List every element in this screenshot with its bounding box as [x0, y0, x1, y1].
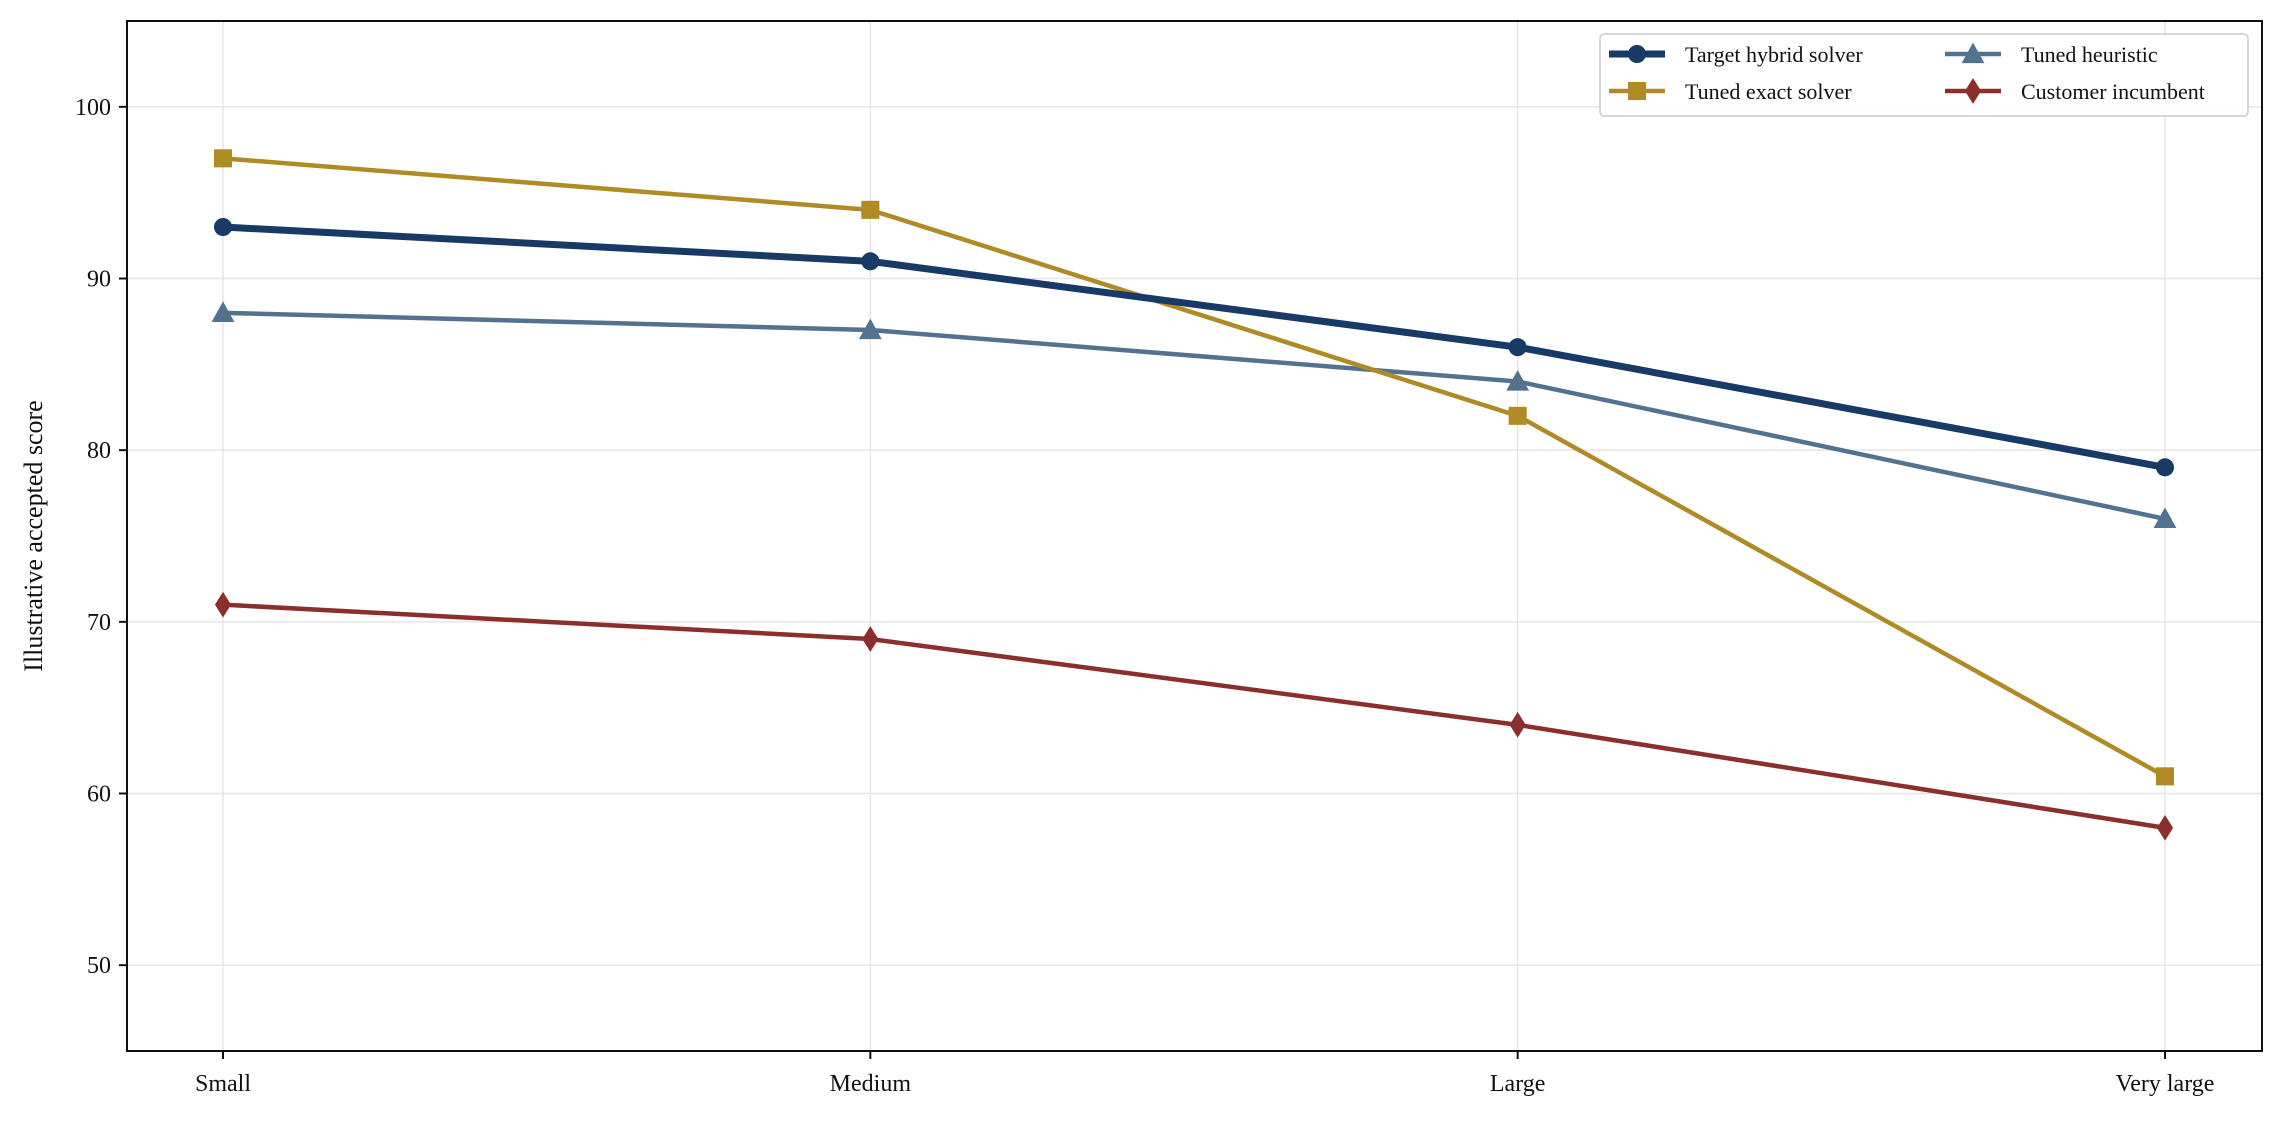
legend-marker	[1964, 78, 1982, 104]
grid-layer	[127, 21, 2262, 1051]
y-tick-label: 50	[87, 953, 111, 979]
data-point	[858, 318, 882, 340]
y-axis-title: Illustrative accepted score	[19, 400, 48, 671]
legend-label: Tuned exact solver	[1685, 79, 1852, 104]
y-tick-label: 80	[87, 438, 111, 464]
legend-label: Target hybrid solver	[1685, 42, 1863, 67]
data-point	[2155, 458, 2175, 477]
y-tick-label: 60	[87, 782, 111, 808]
data-point	[1508, 338, 1527, 357]
data-point	[213, 217, 233, 237]
legend-item: Tuned exact solver	[1609, 79, 1852, 104]
x-tick-label: Large	[1490, 1071, 1546, 1097]
axis-layer: 50 60 70 80 90 100 Small Medium Large Very large	[75, 95, 2214, 1097]
legend-item: Customer incumbent	[1945, 78, 2205, 104]
series-line	[220, 156, 2168, 779]
series-3	[214, 591, 2174, 841]
data-point	[211, 301, 235, 322]
y-tick-label: 90	[87, 267, 111, 293]
series-line	[220, 602, 2168, 831]
y-tick-label: 70	[87, 610, 111, 636]
series-line	[220, 310, 2168, 522]
x-tick-label: Medium	[830, 1071, 912, 1097]
legend-marker	[1961, 42, 1985, 64]
data-point	[2156, 815, 2174, 841]
legend-marker	[1627, 44, 1647, 64]
x-tick-label: Small	[195, 1071, 251, 1097]
data-point	[213, 149, 233, 168]
series-2	[211, 301, 2177, 528]
data-point	[1506, 370, 1530, 391]
legend-item: Tuned heuristic	[1945, 42, 2158, 67]
data-point	[861, 200, 880, 219]
x-tick-label: Very large	[2116, 1071, 2215, 1097]
legend-frame	[1599, 33, 2249, 117]
series-layer	[211, 149, 2177, 841]
legend-marker	[1627, 81, 1647, 101]
series-0	[213, 217, 2175, 477]
data-point	[2155, 767, 2175, 786]
data-point	[1508, 406, 1527, 425]
legend-label: Tuned heuristic	[2021, 42, 2158, 67]
y-tick-label: 100	[75, 95, 111, 121]
series-1	[213, 149, 2175, 786]
data-point	[214, 591, 232, 618]
plot-frame	[126, 20, 2263, 1052]
legend-label: Customer incumbent	[2021, 79, 2205, 104]
data-point	[2153, 507, 2177, 528]
legend-item: Target hybrid solver	[1609, 42, 1863, 67]
series-line	[219, 223, 2169, 471]
legend: Target hybrid solver Tuned exact solver Tu…	[1599, 33, 2249, 117]
data-point	[861, 252, 880, 271]
data-point	[1509, 712, 1526, 738]
data-point	[862, 626, 879, 652]
